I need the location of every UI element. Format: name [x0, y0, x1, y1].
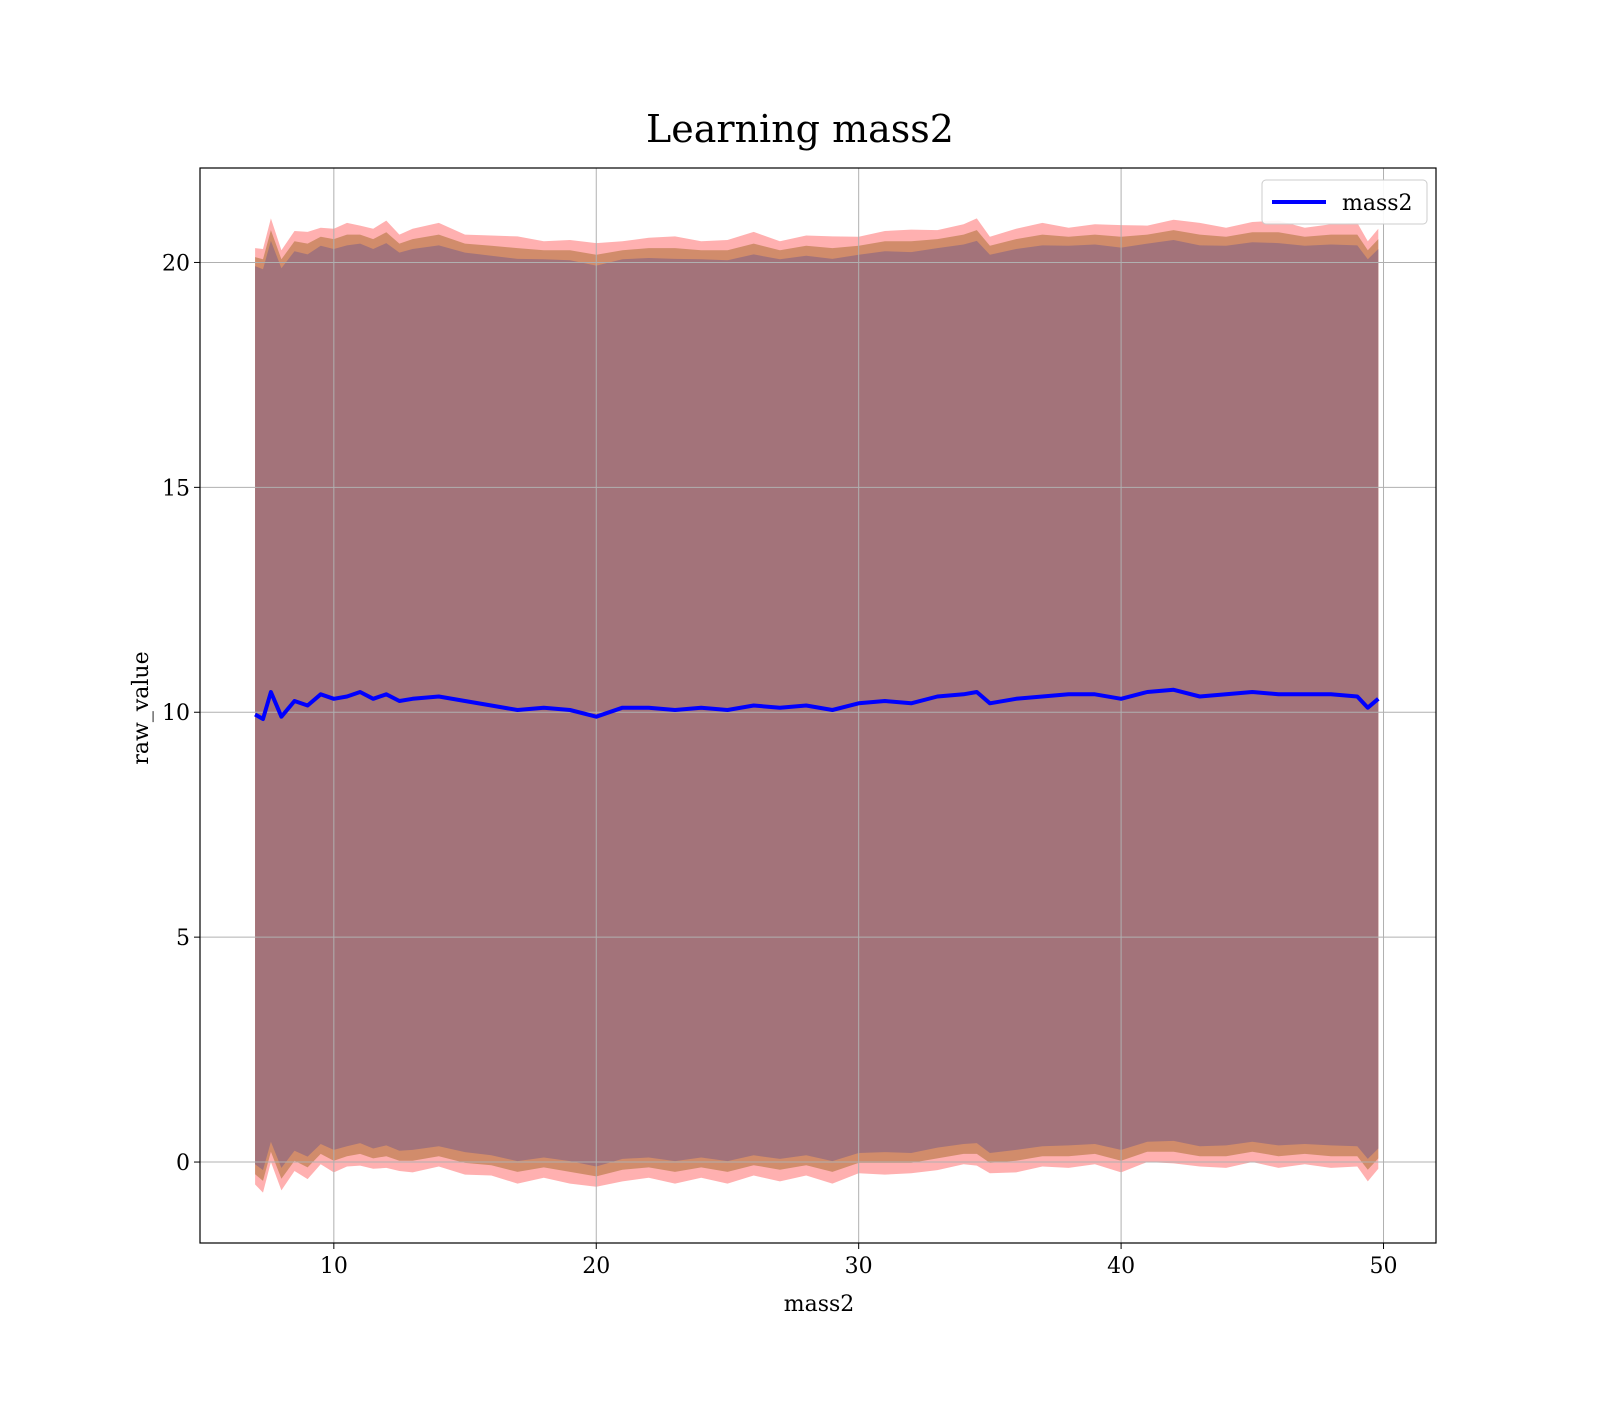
x-axis-label: mass2: [784, 1292, 855, 1317]
axes-frame: [199, 167, 1437, 1244]
x-tick-label: 10: [320, 1254, 348, 1279]
band-inner: [255, 240, 1379, 1171]
x-tick-label: 20: [582, 1254, 610, 1279]
x-tick-label: 40: [1107, 1254, 1135, 1279]
y-tick-label: 0: [176, 1151, 190, 1176]
x-tick-label: 50: [1370, 1254, 1398, 1279]
y-tick-label: 15: [162, 476, 190, 501]
y-axis-label: raw_value: [129, 651, 154, 764]
legend-box: [1261, 179, 1428, 225]
y-tick-label: 5: [176, 926, 190, 951]
legend-label-mass2: mass2: [1342, 191, 1413, 216]
plot-area: 10 20 30 40 50 0 5 10 15 20: [162, 167, 1437, 1279]
series-line-mass2: [254, 687, 1380, 721]
legend: mass2: [1261, 179, 1428, 225]
chart-title: Learning mass2: [646, 107, 954, 151]
x-tick-label: 30: [845, 1254, 873, 1279]
y-tick-label: 20: [162, 251, 190, 276]
y-tick-label: 10: [162, 701, 190, 726]
